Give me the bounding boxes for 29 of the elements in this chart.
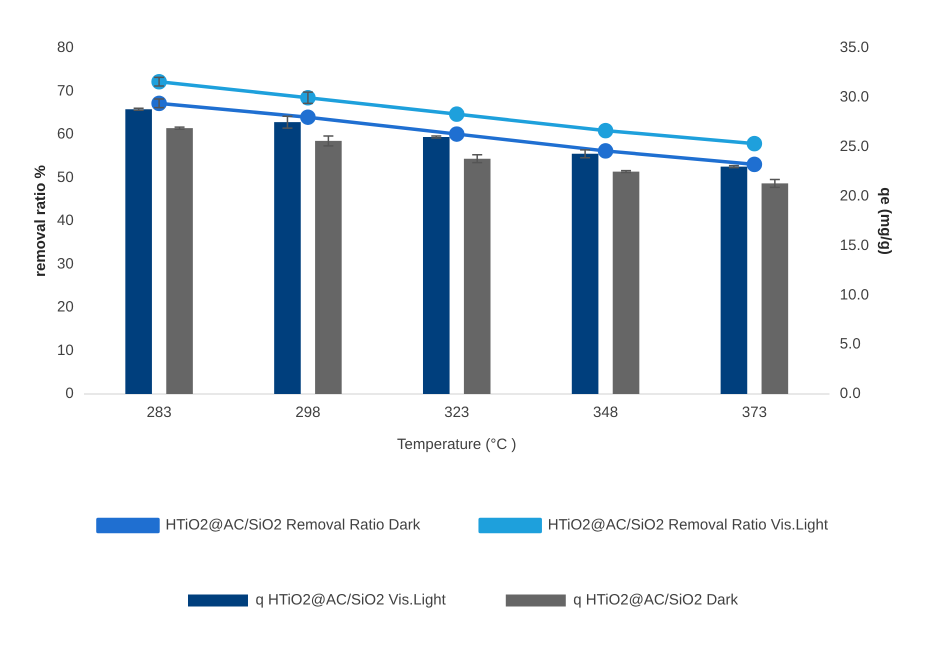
- x-tick-label: 348: [593, 404, 618, 422]
- y2-tick-label: 35.0: [840, 39, 870, 56]
- y-tick-label: 10: [56, 342, 74, 359]
- y-tick-label: 80: [56, 39, 74, 56]
- y2-tick-label: 20.0: [840, 187, 870, 204]
- x-axis-title: Temperature (°C ): [397, 436, 516, 454]
- y2-tick-label: 15.0: [840, 236, 870, 254]
- y2-tick-label: 0.0: [840, 385, 861, 402]
- y2-tick-label: 5.0: [840, 336, 861, 353]
- y-tick-label: 50: [56, 168, 74, 186]
- y-axis-title: removal ratio %: [32, 165, 50, 277]
- y-tick-label: 20: [56, 298, 74, 316]
- y2-axis-title: qe (mg/g): [876, 187, 894, 255]
- y-tick-label: 70: [56, 82, 74, 100]
- x-tick-label: 373: [742, 404, 767, 422]
- legend-label: q HTiO2@AC/SiO2 Vis.Light: [256, 592, 447, 609]
- legend-label: HTiO2@AC/SiO2 Removal Ratio Dark: [165, 516, 421, 534]
- x-tick-label: 298: [295, 404, 320, 422]
- y-tick-label: 60: [56, 126, 74, 143]
- y2-tick-label: 10.0: [840, 286, 870, 304]
- x-tick-label: 323: [444, 404, 470, 422]
- y2-tick-label: 25.0: [840, 138, 870, 155]
- y-tick-label: 0: [65, 385, 74, 402]
- y-tick-label: 40: [56, 212, 74, 230]
- legend-label: q HTiO2@AC/SiO2 Dark: [573, 592, 738, 609]
- y-tick-label: 30: [56, 255, 74, 272]
- legend-label: HTiO2@AC/SiO2 Removal Ratio Vis.Light: [548, 516, 829, 534]
- x-tick-label: 283: [146, 404, 172, 422]
- y2-tick-label: 30.0: [840, 88, 870, 106]
